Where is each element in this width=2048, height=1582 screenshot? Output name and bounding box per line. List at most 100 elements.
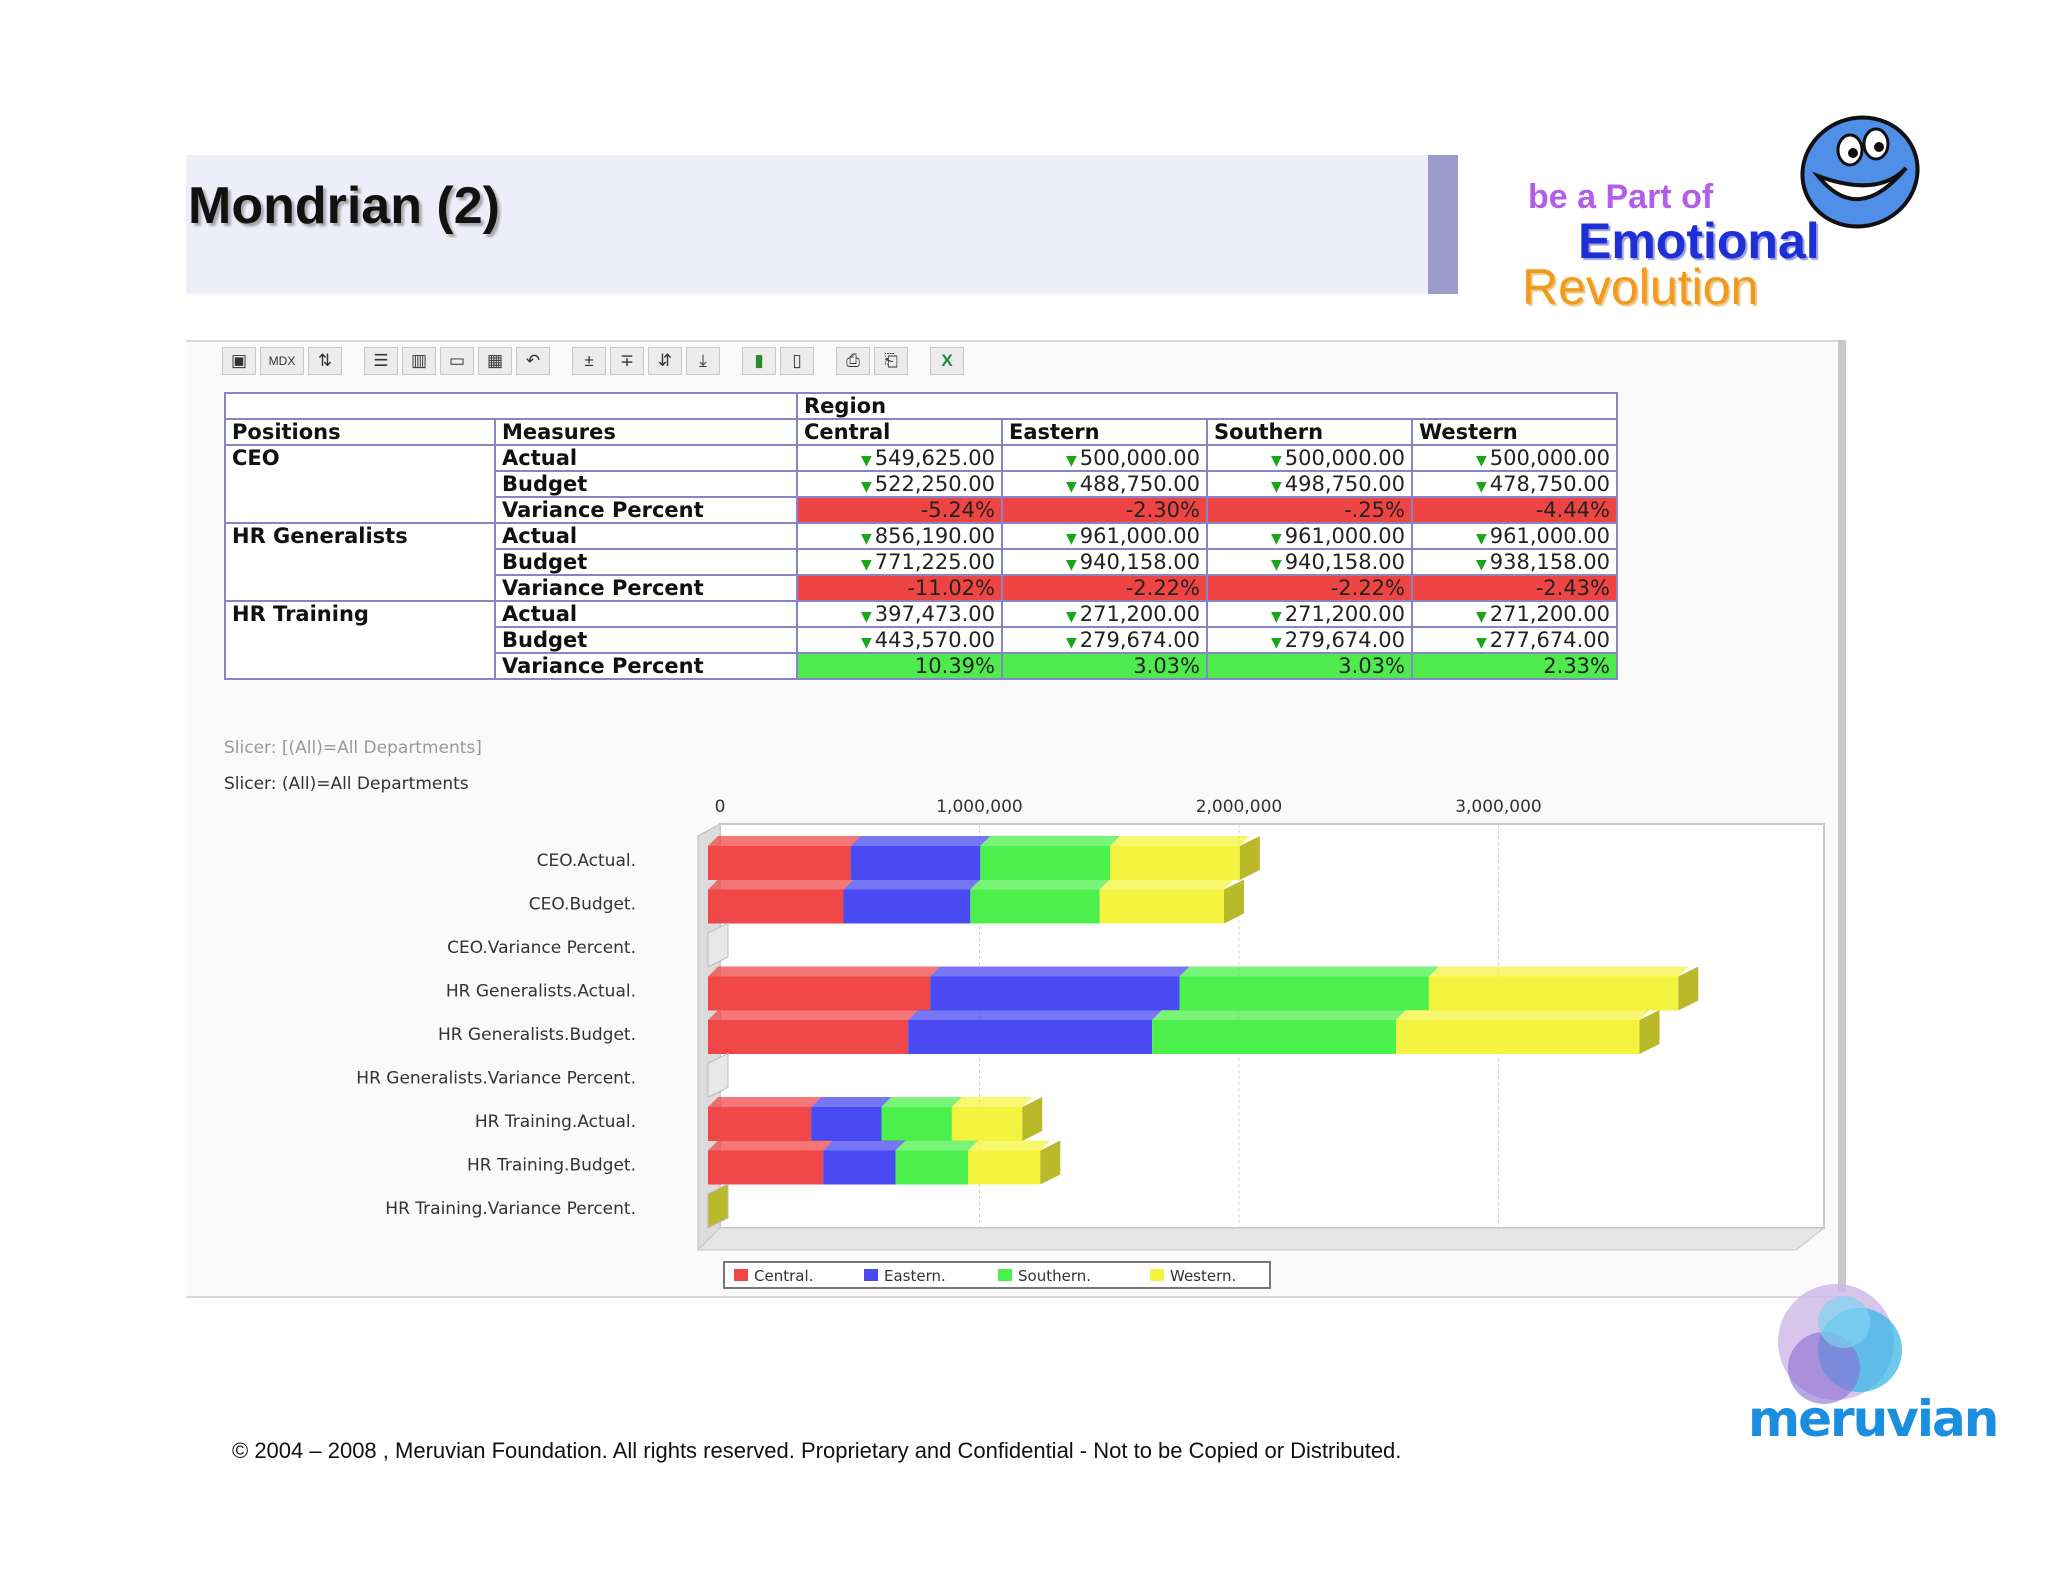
position-member[interactable]: CEO (224, 444, 496, 524)
region-column-header[interactable]: Western (1411, 418, 1618, 446)
drillthrough-icon[interactable]: ⤓ (686, 347, 720, 375)
pivot-table: Region Positions Measures Central Eastern Sou… (224, 392, 1618, 680)
sort-icon[interactable]: ⇅ (308, 347, 342, 375)
pivot-value-text: 771,225.00 (874, 550, 995, 574)
pivot-value-cell: ▼ 961,000.00 (1206, 522, 1413, 550)
measure-member[interactable]: Variance Percent (494, 496, 798, 524)
positions-header[interactable]: Positions (224, 418, 496, 446)
title-accent-bar (1428, 155, 1458, 294)
measures-header[interactable]: Measures (494, 418, 798, 446)
stacked-bar-chart: 0 1,000,000 2,000,000 3,000,000 CEO.Actual. C… (356, 797, 1826, 1289)
legend-swatch (864, 1269, 878, 1281)
bar-segment-top (908, 1010, 1163, 1020)
chart-icon[interactable]: ▮ (742, 347, 776, 375)
bar-empty-cap (707, 1183, 729, 1229)
bar-segment (850, 846, 981, 880)
pivot-value-text: 940,158.00 (1284, 550, 1405, 574)
print-setup-icon[interactable]: ⎗ (874, 347, 908, 375)
legend-label: Southern. (1018, 1267, 1091, 1285)
bar-segment (708, 1020, 909, 1054)
collapse-icon[interactable]: ∓ (610, 347, 644, 375)
bar-segment-top (1152, 1010, 1407, 1020)
pivot-value-text: 279,674.00 (1284, 628, 1405, 652)
category-label: HR Training.Variance Percent. (385, 1199, 636, 1219)
measure-member[interactable]: Actual (494, 522, 798, 550)
measure-member[interactable]: Budget (494, 548, 798, 576)
pivot-value-cell: ▼ 271,200.00 (1411, 600, 1618, 628)
undo-icon[interactable]: ↶ (516, 347, 550, 375)
bar-empty-cap (707, 922, 729, 968)
region-column-header[interactable]: Eastern (1001, 418, 1208, 446)
table-icon[interactable]: ▦ (478, 347, 512, 375)
bar-segment-top (1099, 879, 1234, 890)
trend-arrow-icon: ▼ (1065, 557, 1077, 573)
measure-member[interactable]: Variance Percent (494, 652, 798, 680)
smiley-mascot-icon (1800, 115, 1920, 229)
trend-arrow-icon: ▼ (860, 635, 872, 651)
legend-label: Western. (1170, 1267, 1236, 1285)
swap-icon[interactable]: ⇵ (648, 347, 682, 375)
bar-segment (708, 889, 844, 924)
mdx-button[interactable]: MDX (260, 347, 304, 375)
columns-icon[interactable]: ▥ (402, 347, 436, 375)
position-member[interactable]: HR Training (224, 600, 496, 680)
pivot-value-text: 10.39% (914, 654, 995, 678)
cube-icon[interactable]: ▣ (222, 347, 256, 375)
bar-segment-top (1428, 966, 1689, 977)
measure-member[interactable]: Variance Percent (494, 574, 798, 602)
trend-arrow-icon: ▼ (1270, 557, 1282, 573)
pivot-value-cell: ▼ 522,250.00 (796, 470, 1003, 498)
pivot-value-text: 500,000.00 (1079, 446, 1200, 470)
region-column-header[interactable]: Central (796, 418, 1003, 446)
bar-segment-top (970, 879, 1110, 890)
panel-scrollbar[interactable] (1838, 340, 1846, 1292)
pivot-value-text: -2.22% (1125, 576, 1200, 600)
region-column-header[interactable]: Southern (1206, 418, 1413, 446)
pivot-value-text: 938,158.00 (1489, 550, 1610, 574)
bar-segment (843, 889, 971, 924)
pivot-value-cell: ▼ 397,473.00 (796, 600, 1003, 628)
pivot-corner-cell (224, 392, 798, 420)
slicer-label-table: Slicer: [(All)=All Departments] (224, 738, 482, 758)
legend-swatch (998, 1269, 1012, 1281)
pivot-column-header-row: Positions Measures Central Eastern Southern W… (224, 418, 1618, 446)
pivot-value-text: 940,158.00 (1079, 550, 1200, 574)
chart-config-icon[interactable]: ▯ (780, 347, 814, 375)
x-tick-label: 1,000,000 (936, 797, 1023, 817)
measure-member[interactable]: Budget (494, 626, 798, 654)
tagline-line-1: be a Part of (1528, 178, 1714, 216)
measure-member[interactable]: Budget (494, 470, 798, 498)
excel-icon[interactable]: X (930, 347, 964, 375)
region-header[interactable]: Region (796, 392, 1618, 420)
trend-arrow-icon: ▼ (860, 453, 872, 469)
category-label: HR Generalists.Variance Percent. (356, 1069, 636, 1089)
print-icon[interactable]: ⎙ (836, 347, 870, 375)
pivot-value-cell: -5.24% (796, 496, 1003, 524)
hierarchy-icon[interactable]: ☰ (364, 347, 398, 375)
pivot-value-cell: ▼ 549,625.00 (796, 444, 1003, 472)
grid-icon[interactable]: ▭ (440, 347, 474, 375)
pivot-value-cell: ▼ 500,000.00 (1206, 444, 1413, 472)
pivot-value-text: 443,570.00 (874, 628, 995, 652)
measure-member[interactable]: Actual (494, 600, 798, 628)
expand-icon[interactable]: ± (572, 347, 606, 375)
position-member[interactable]: HR Generalists (224, 522, 496, 602)
legend-swatch (1150, 1269, 1164, 1281)
pivot-value-text: 3.03% (1338, 654, 1405, 678)
pivot-value-cell: 3.03% (1001, 652, 1208, 680)
pivot-value-text: 3.03% (1133, 654, 1200, 678)
pivot-value-text: 961,000.00 (1489, 524, 1610, 548)
pivot-value-text: 397,473.00 (874, 602, 995, 626)
bar-segment (708, 1107, 812, 1141)
bar-segment (823, 1150, 896, 1185)
category-label: CEO.Budget. (529, 895, 636, 915)
measure-member[interactable]: Actual (494, 444, 798, 472)
bar-end-cap (1040, 1140, 1061, 1185)
title-band (186, 155, 1428, 294)
trend-arrow-icon: ▼ (1065, 531, 1077, 547)
pivot-value-text: 279,674.00 (1079, 628, 1200, 652)
pivot-value-cell: ▼ 488,750.00 (1001, 470, 1208, 498)
bar-segment-top (708, 836, 861, 846)
trend-arrow-icon: ▼ (860, 557, 872, 573)
pivot-value-cell: -2.22% (1206, 574, 1413, 602)
